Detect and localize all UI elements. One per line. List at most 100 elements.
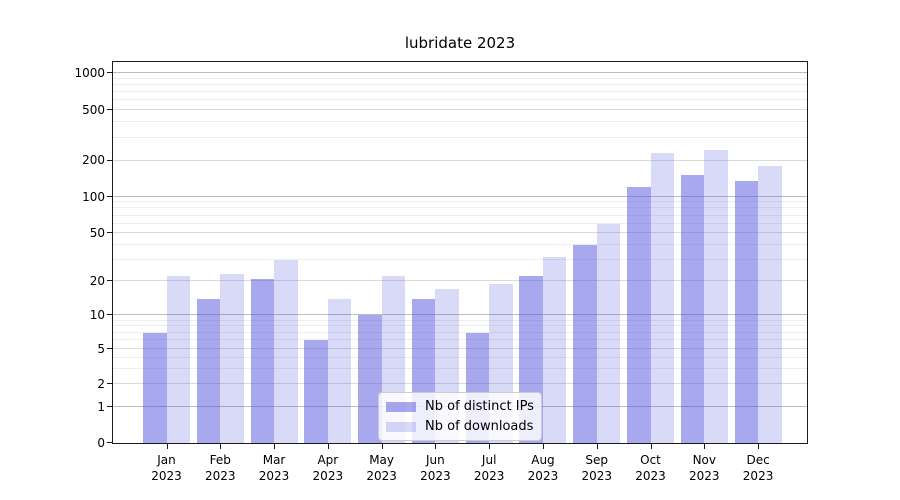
x-tick-month: Jan [157,453,176,467]
gridline-minor [113,356,807,358]
x-tick-month: Jul [481,453,497,467]
x-tick-month: Aug [531,453,555,467]
x-tick-year: 2023 [312,469,344,483]
y-tick-label: 20 [89,274,105,289]
bar-ips-nov [680,175,705,443]
x-tick-month: Apr [317,453,339,467]
gridline-minor [113,84,807,85]
x-tick-mark [381,444,383,449]
gridline-minor [113,77,807,79]
legend-item-downloads: Nb of downloads [386,418,534,435]
gridline-major [113,108,807,110]
x-tick-mark [758,444,760,449]
bar-downloads-sep [596,223,621,443]
x-tick-year: 2023 [204,469,236,483]
y-tick-mark [107,442,112,443]
y-tick-label: 500 [82,102,105,117]
bar-ips-oct [627,187,651,443]
chart-title: lubridate 2023 [404,34,516,52]
y-tick-label: 1000 [74,66,105,81]
x-tick-mark [166,444,168,449]
y-tick-mark [107,195,112,197]
x-tick-label-feb: Feb 2023 [188,452,252,484]
y-tick-mark [107,406,112,408]
x-tick-year: 2023 [689,469,720,483]
x-tick-month: Jun [426,453,445,467]
gridline-major [113,195,807,197]
gridline-minor [113,99,807,101]
bar-downloads-feb [220,273,244,443]
x-tick-label-aug: Aug 2023 [511,452,575,484]
x-tick-mark [489,444,491,449]
x-tick-label-jul: Jul 2023 [457,452,521,484]
x-tick-mark [274,444,276,449]
x-tick-label-may: May 2023 [350,452,414,484]
x-tick-year: 2023 [258,469,290,483]
x-tick-label-dec: Dec 2023 [726,452,790,484]
x-tick-mark [542,444,544,449]
x-tick-year: 2023 [742,469,774,483]
gridline-minor [113,222,807,224]
y-tick-mark [107,72,112,74]
gridline-minor [113,244,807,246]
gridline-minor [113,91,807,93]
x-tick-year: 2023 [635,469,666,483]
x-tick-year: 2023 [420,469,451,483]
bar-downloads-oct [650,152,675,443]
x-tick-label-mar: Mar 2023 [242,452,306,484]
gridline-minor [113,259,807,261]
y-tick-mark [107,348,112,350]
gridline-major [113,348,807,350]
gridline-major [113,314,807,316]
legend-swatch-downloads [386,421,416,432]
bar-ips-feb [196,298,221,443]
y-tick-label: 1 [97,400,105,415]
bar-downloads-mar [274,260,298,443]
x-tick-month: Mar [262,453,286,467]
x-tick-month: Oct [640,453,661,467]
y-tick-label: 2 [97,377,105,392]
gridline-minor [113,121,807,123]
gridline-major [113,232,807,234]
gridline-minor [113,367,807,369]
legend-label-downloads: Nb of downloads [425,419,534,434]
gridline-major [113,72,807,74]
y-tick-label: 200 [82,153,105,168]
x-tick-month: Sep [585,453,609,467]
gridline-minor [113,137,807,139]
bar-ips-may [358,315,382,443]
y-tick-mark [107,280,112,282]
gridline-minor [113,201,807,203]
x-tick-label-jun: Jun 2023 [403,452,467,484]
x-tick-mark [327,444,329,449]
y-tick-mark [107,314,112,316]
y-tick-mark [107,232,112,234]
x-tick-label-oct: Oct 2023 [619,452,683,484]
x-tick-year: 2023 [473,469,505,483]
y-tick-label: 50 [89,226,105,241]
bar-downloads-nov [704,150,728,443]
x-tick-label-nov: Nov 2023 [672,452,736,484]
legend-swatch-distinct-ips [386,401,416,412]
y-tick-label: 100 [82,189,105,204]
bar-ips-dec [734,180,759,443]
gridline-minor [113,207,807,209]
x-tick-year: 2023 [366,469,397,483]
bar-downloads-aug [542,256,567,443]
gridline-minor [113,214,807,216]
x-tick-year: 2023 [527,469,559,483]
x-tick-label-jan: Jan 2023 [135,452,199,484]
plot-area: Nb of distinct IPs Nb of downloads 0 1 2 5 1… [74,61,808,483]
y-tick-mark [107,383,112,385]
x-tick-label-sep: Sep 2023 [565,452,629,484]
legend: Nb of distinct IPs Nb of downloads [378,392,542,441]
x-tick-month: Dec [746,453,770,467]
x-tick-label-apr: Apr 2023 [296,452,360,484]
gridline-minor [113,319,807,321]
gridline-minor [113,331,807,333]
x-tick-mark [650,444,652,449]
x-tick-month: May [369,453,395,467]
bar-downloads-apr [327,298,352,443]
gridline-major [113,159,807,161]
bar-ips-mar [250,278,275,443]
